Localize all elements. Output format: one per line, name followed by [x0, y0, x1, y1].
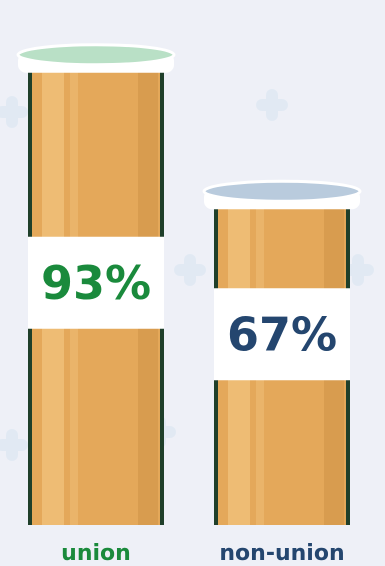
bar-non-union: 67%	[202, 179, 362, 525]
bar-union: 93%	[16, 43, 176, 525]
value-label-non-union: 67%	[227, 307, 337, 361]
category-label-union: union	[61, 541, 131, 566]
value-label-union: 93%	[41, 256, 151, 310]
value-label-band	[214, 288, 350, 381]
decoration-cross-icon	[0, 429, 28, 461]
decoration-cross-icon	[0, 96, 28, 128]
decoration-cross-icon	[256, 89, 288, 121]
bars-group: 93% 67%	[16, 43, 362, 525]
decoration-cross-icon	[174, 254, 206, 286]
tube-cap-top	[16, 43, 176, 67]
category-label-non-union: non-union	[219, 541, 344, 566]
tube-cap-top	[202, 179, 362, 203]
value-label-band	[28, 236, 164, 329]
category-labels-group: union non-union	[61, 541, 344, 566]
